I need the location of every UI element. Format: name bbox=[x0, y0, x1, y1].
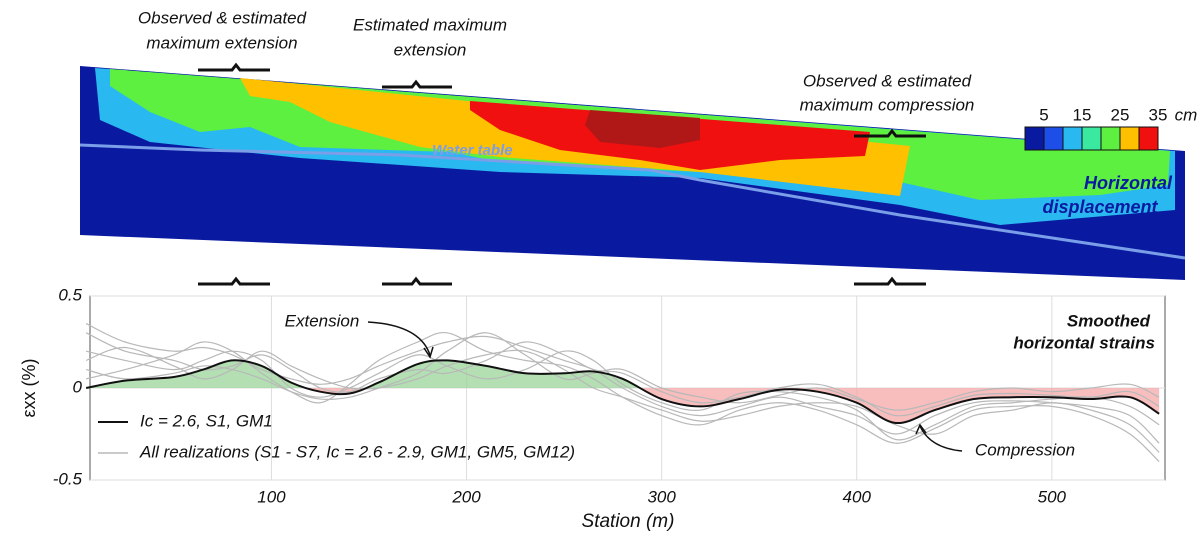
annotation: Compression bbox=[975, 440, 1075, 459]
colorbar-tick-label: 25 bbox=[1111, 105, 1130, 124]
colorbar-swatch bbox=[1119, 126, 1140, 151]
realization-line bbox=[85, 331, 1160, 463]
panel-label: horizontal strains bbox=[1013, 333, 1155, 352]
cross-section bbox=[79, 66, 1186, 280]
y-axis-label: εxx (%) bbox=[19, 358, 39, 417]
y-tick-label: 0.5 bbox=[58, 285, 82, 304]
colorbar-tick-label: 15 bbox=[1073, 105, 1092, 124]
colorbar-swatch bbox=[1024, 126, 1045, 151]
x-tick-label: 500 bbox=[1038, 487, 1067, 506]
annotation: Estimated maximum bbox=[353, 15, 507, 34]
colorbar-tick-label: 5 bbox=[1039, 105, 1048, 124]
colorbar-tick-label: 35 bbox=[1149, 105, 1168, 124]
x-tick-label: 100 bbox=[257, 487, 286, 506]
annotation: extension bbox=[394, 40, 467, 59]
realization-line bbox=[85, 332, 1160, 417]
legend-label: Ic = 2.6, S1, GM1 bbox=[140, 411, 273, 430]
colorbar-unit: cm bbox=[1175, 105, 1198, 124]
x-tick-label: 400 bbox=[843, 487, 872, 506]
y-tick-label: -0.5 bbox=[53, 469, 83, 488]
realization-line bbox=[85, 350, 1160, 441]
water-table-label: Water table bbox=[432, 142, 513, 159]
colorbar-swatch bbox=[1081, 126, 1102, 151]
colorbar-swatch bbox=[1062, 126, 1083, 151]
realization-line bbox=[85, 346, 1160, 453]
y-tick-label: 0 bbox=[73, 377, 83, 396]
panel-label: Smoothed bbox=[1067, 311, 1151, 330]
panel-label: displacement bbox=[1042, 197, 1158, 217]
markers bbox=[198, 62, 926, 286]
annotation: maximum extension bbox=[146, 33, 297, 52]
colorbar: 5 15 25 35 cm bbox=[1024, 105, 1198, 151]
colorbar-swatch bbox=[1100, 126, 1121, 151]
main-line bbox=[85, 359, 1160, 424]
annotation: Extension bbox=[285, 311, 360, 330]
colorbar-swatch bbox=[1138, 126, 1159, 151]
x-axis-label: Station (m) bbox=[582, 511, 675, 532]
x-tick-label: 300 bbox=[647, 487, 676, 506]
annotation: Observed & estimated bbox=[138, 8, 307, 27]
plot: 100 200 300 400 500 -0.5 0 0.5 Ic = 2.6, S1, GM1… bbox=[53, 285, 1165, 506]
annotation: maximum compression bbox=[800, 95, 975, 114]
realization-line bbox=[85, 332, 1160, 411]
x-tick-label: 200 bbox=[451, 487, 481, 506]
arrows bbox=[367, 321, 963, 452]
annotation: Observed & estimated bbox=[803, 71, 972, 90]
panel-label: Horizontal bbox=[1084, 173, 1173, 193]
legend-label: All realizations (S1 - S7, Ic = 2.6 - 2.… bbox=[139, 442, 575, 461]
colorbar-swatch bbox=[1043, 126, 1064, 151]
area-above bbox=[86, 360, 1160, 388]
